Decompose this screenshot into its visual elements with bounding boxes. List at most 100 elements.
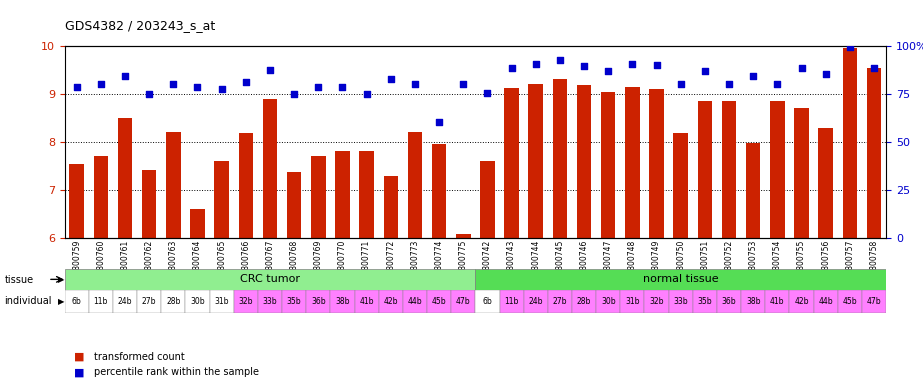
Text: 30b: 30b <box>190 297 205 306</box>
Bar <box>529 84 543 238</box>
Bar <box>214 161 229 238</box>
Point <box>504 65 519 71</box>
Text: ■: ■ <box>74 367 84 377</box>
Text: 28b: 28b <box>166 297 181 306</box>
Text: 33b: 33b <box>263 297 277 306</box>
Text: GDS4382 / 203243_s_at: GDS4382 / 203243_s_at <box>65 19 215 32</box>
Bar <box>770 101 785 238</box>
Point <box>794 65 809 71</box>
Bar <box>746 143 761 238</box>
Text: 38b: 38b <box>746 297 761 306</box>
Text: 42b: 42b <box>795 297 809 306</box>
FancyBboxPatch shape <box>306 290 330 313</box>
FancyBboxPatch shape <box>258 290 282 313</box>
Bar <box>843 48 857 238</box>
Point <box>843 44 857 50</box>
Point <box>383 76 398 82</box>
FancyBboxPatch shape <box>354 290 378 313</box>
Point <box>93 81 108 88</box>
Bar <box>625 87 640 238</box>
Text: tissue: tissue <box>5 275 34 285</box>
FancyBboxPatch shape <box>186 290 210 313</box>
FancyBboxPatch shape <box>378 290 402 313</box>
Text: 24b: 24b <box>529 297 543 306</box>
Text: 24b: 24b <box>118 297 132 306</box>
Bar <box>359 151 374 238</box>
Point <box>69 84 84 90</box>
FancyBboxPatch shape <box>427 290 451 313</box>
Bar <box>553 79 567 238</box>
FancyBboxPatch shape <box>620 290 644 313</box>
FancyBboxPatch shape <box>475 290 499 313</box>
Bar <box>480 161 495 238</box>
FancyBboxPatch shape <box>838 290 862 313</box>
FancyBboxPatch shape <box>813 290 838 313</box>
Point <box>359 91 374 97</box>
Text: 41b: 41b <box>359 297 374 306</box>
Point <box>190 84 205 90</box>
FancyBboxPatch shape <box>596 290 620 313</box>
Text: 42b: 42b <box>384 297 398 306</box>
Bar <box>263 99 277 238</box>
FancyBboxPatch shape <box>330 290 354 313</box>
FancyBboxPatch shape <box>89 290 113 313</box>
Bar <box>601 92 616 238</box>
FancyBboxPatch shape <box>862 290 886 313</box>
Point <box>166 80 181 86</box>
Bar <box>722 101 737 238</box>
Point <box>746 73 761 79</box>
Text: 11b: 11b <box>93 297 108 306</box>
Bar <box>867 68 881 238</box>
Bar <box>698 101 713 238</box>
Point <box>480 90 495 96</box>
Text: 31b: 31b <box>214 297 229 306</box>
FancyBboxPatch shape <box>138 290 162 313</box>
FancyBboxPatch shape <box>234 290 258 313</box>
Text: 30b: 30b <box>601 297 616 306</box>
Bar <box>238 134 253 238</box>
Text: 27b: 27b <box>553 297 567 306</box>
FancyBboxPatch shape <box>789 290 813 313</box>
Point <box>625 61 640 68</box>
FancyBboxPatch shape <box>210 290 234 313</box>
Point <box>649 62 664 68</box>
FancyBboxPatch shape <box>668 290 693 313</box>
FancyBboxPatch shape <box>499 290 523 313</box>
Bar <box>649 89 664 238</box>
Text: normal tissue: normal tissue <box>643 274 718 285</box>
Text: 33b: 33b <box>674 297 688 306</box>
Point <box>528 61 543 68</box>
FancyBboxPatch shape <box>644 290 668 313</box>
FancyBboxPatch shape <box>523 290 548 313</box>
Bar <box>408 131 422 238</box>
Bar <box>190 209 205 238</box>
Bar <box>69 164 84 238</box>
FancyBboxPatch shape <box>113 290 138 313</box>
Text: 35b: 35b <box>698 297 713 306</box>
Bar <box>287 172 302 238</box>
Point <box>819 71 833 77</box>
Bar <box>93 157 108 238</box>
Text: 45b: 45b <box>843 297 857 306</box>
Bar <box>504 88 519 238</box>
Text: 32b: 32b <box>238 297 253 306</box>
FancyBboxPatch shape <box>451 290 475 313</box>
Text: 35b: 35b <box>287 297 302 306</box>
Text: individual: individual <box>5 296 52 306</box>
Point <box>553 58 568 64</box>
Point <box>577 63 592 69</box>
Point <box>722 80 737 86</box>
Text: ▶: ▶ <box>58 297 65 306</box>
FancyBboxPatch shape <box>65 269 475 290</box>
FancyBboxPatch shape <box>282 290 306 313</box>
Point <box>456 80 471 86</box>
Point <box>770 80 785 86</box>
Text: 36b: 36b <box>311 297 326 306</box>
Text: 47b: 47b <box>456 297 471 306</box>
FancyBboxPatch shape <box>765 290 789 313</box>
Text: 47b: 47b <box>867 297 881 306</box>
Bar <box>166 131 181 238</box>
Text: ▶: ▶ <box>58 275 65 284</box>
Point <box>867 65 881 71</box>
Text: 44b: 44b <box>819 297 833 306</box>
